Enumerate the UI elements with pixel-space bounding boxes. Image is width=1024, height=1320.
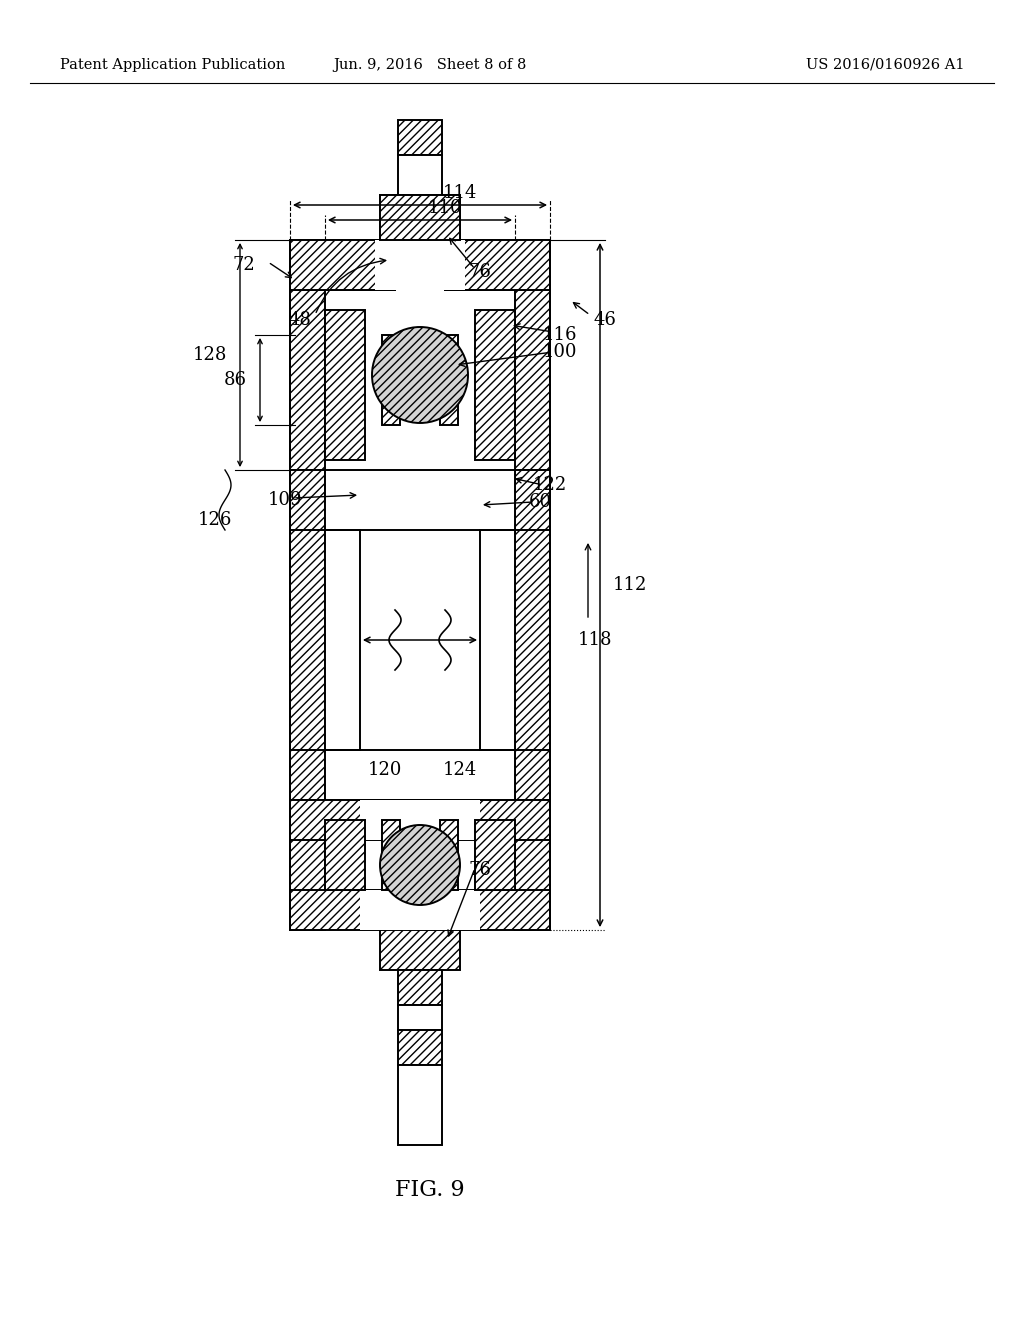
Text: 48: 48 (289, 312, 311, 329)
Circle shape (372, 327, 468, 422)
Bar (325, 820, 365, 890)
Text: 76: 76 (469, 861, 492, 879)
Bar (515, 240, 550, 470)
Circle shape (380, 825, 460, 906)
Bar (440, 820, 458, 890)
Bar (398, 970, 442, 1005)
Text: Patent Application Publication: Patent Application Publication (60, 58, 286, 73)
Bar (396, 240, 444, 294)
Text: Jun. 9, 2016   Sheet 8 of 8: Jun. 9, 2016 Sheet 8 of 8 (334, 58, 526, 73)
Bar (290, 240, 550, 290)
Text: 60: 60 (528, 492, 552, 511)
Text: FIG. 9: FIG. 9 (395, 1179, 465, 1201)
Text: 100: 100 (543, 343, 578, 360)
Text: 112: 112 (612, 576, 647, 594)
Text: 116: 116 (543, 326, 578, 345)
Bar (380, 195, 460, 240)
Bar (475, 820, 515, 890)
Bar (325, 470, 515, 800)
Bar (290, 800, 550, 840)
Bar (382, 335, 400, 425)
Bar (398, 120, 442, 154)
Bar (515, 800, 550, 931)
Bar (290, 800, 325, 931)
Bar (290, 240, 325, 470)
Text: 110: 110 (428, 199, 462, 216)
Bar (290, 470, 325, 800)
Text: 72: 72 (232, 256, 255, 275)
Bar (290, 890, 550, 931)
Text: US 2016/0160926 A1: US 2016/0160926 A1 (807, 58, 965, 73)
Bar (290, 240, 550, 290)
Bar (475, 310, 515, 459)
Text: 86: 86 (223, 371, 247, 389)
Text: 76: 76 (469, 263, 492, 281)
Text: 120: 120 (368, 762, 402, 779)
Bar (360, 800, 480, 840)
Bar (515, 470, 550, 800)
Text: 46: 46 (594, 312, 616, 329)
Text: 122: 122 (532, 477, 567, 494)
Bar (398, 235, 442, 300)
Bar (382, 820, 400, 890)
Bar (398, 154, 442, 195)
Bar (380, 931, 460, 970)
Bar (398, 1005, 442, 1030)
Text: 109: 109 (267, 491, 302, 510)
Bar (440, 335, 458, 425)
Text: 128: 128 (193, 346, 227, 364)
Text: 124: 124 (442, 762, 477, 779)
Bar (360, 890, 480, 931)
Text: 114: 114 (442, 183, 477, 202)
Bar (325, 310, 365, 459)
Bar (380, 195, 460, 240)
Text: 126: 126 (198, 511, 232, 529)
Bar (375, 240, 465, 290)
Text: 118: 118 (578, 631, 612, 649)
Bar (398, 1065, 442, 1144)
Bar (398, 1030, 442, 1065)
